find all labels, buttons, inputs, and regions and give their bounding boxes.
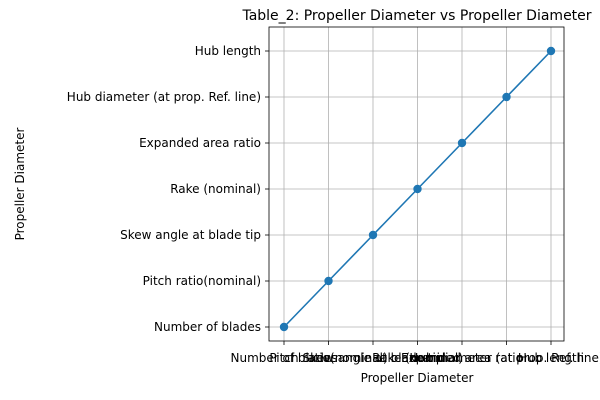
x-tick-label: Hub diameter (at prop. Ref. line) bbox=[409, 351, 600, 365]
y-tick-label: Rake (nominal) bbox=[170, 182, 261, 196]
x-tick-label: Skew angle at blade tip bbox=[303, 351, 444, 365]
y-tick-label: Pitch ratio(nominal) bbox=[143, 274, 261, 288]
data-point bbox=[457, 138, 467, 148]
data-point bbox=[546, 46, 556, 56]
data-point bbox=[502, 92, 511, 102]
data-point bbox=[279, 322, 289, 332]
data-point bbox=[368, 230, 378, 240]
y-tick-labels: Number of blades Pitch ratio(nominal) Skew… bbox=[67, 44, 261, 334]
y-tick-label: Skew angle at blade tip bbox=[120, 228, 261, 242]
x-tick-label: Rake (nominal) bbox=[372, 351, 463, 365]
plot-frame bbox=[268, 26, 565, 342]
y-tick-label: Hub diameter (at prop. Ref. line) bbox=[67, 90, 261, 104]
x-axis-label: Propeller Diameter bbox=[361, 371, 474, 385]
grid-lines bbox=[269, 27, 564, 341]
y-tick-label: Number of blades bbox=[154, 320, 261, 334]
x-tick-label: Pitch ratio(nominal) bbox=[269, 351, 387, 365]
chart-title: Table_2: Propeller Diameter vs Propeller… bbox=[241, 8, 591, 24]
y-tick-label: Hub length bbox=[195, 44, 261, 58]
data-point bbox=[413, 184, 422, 194]
x-tick-label: Number of blades bbox=[231, 351, 338, 365]
x-tick-label: Expanded area ratio bbox=[401, 351, 523, 365]
data-point bbox=[324, 276, 333, 286]
y-tick-label: Expanded area ratio bbox=[139, 136, 261, 150]
tick-marks bbox=[265, 50, 552, 345]
series-line-group bbox=[279, 46, 556, 332]
x-tick-label: Hub length bbox=[518, 351, 584, 365]
y-axis-label: Propeller Diameter bbox=[13, 128, 27, 241]
